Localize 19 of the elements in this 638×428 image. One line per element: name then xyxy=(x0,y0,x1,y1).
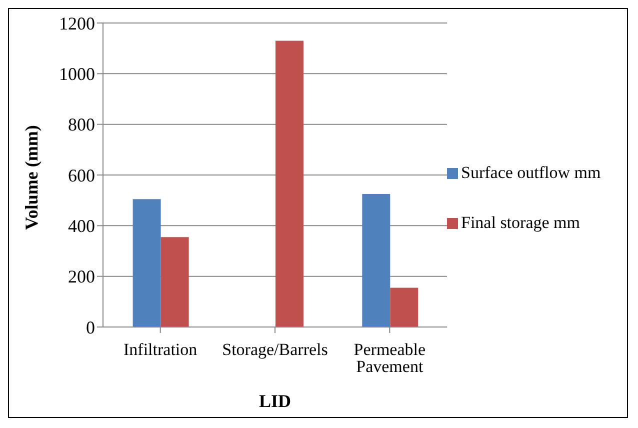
y-axis-title: Volume (mm) xyxy=(21,125,42,230)
x-tick-label: Permeable Pavement xyxy=(354,340,426,376)
bar xyxy=(132,199,161,327)
y-tick-label: 400 xyxy=(68,216,95,236)
y-tick-label: 1000 xyxy=(59,64,95,84)
y-tick-label: 600 xyxy=(68,165,95,186)
y-tick-label: 0 xyxy=(86,317,95,338)
y-tick-label: 200 xyxy=(68,266,95,287)
x-tick-label: Storage/Barrels xyxy=(222,340,328,360)
x-tick-label: Infiltration xyxy=(124,340,198,360)
legend-label: Final storage mm xyxy=(461,213,580,233)
bar xyxy=(275,40,304,327)
y-tick-label: 800 xyxy=(68,114,95,135)
bar xyxy=(362,194,390,327)
bar xyxy=(390,288,418,327)
bar xyxy=(160,237,189,327)
x-axis-title: LID xyxy=(258,391,292,411)
legend-label: Surface outflow mm xyxy=(461,163,601,183)
y-tick-label: 1200 xyxy=(59,13,95,34)
